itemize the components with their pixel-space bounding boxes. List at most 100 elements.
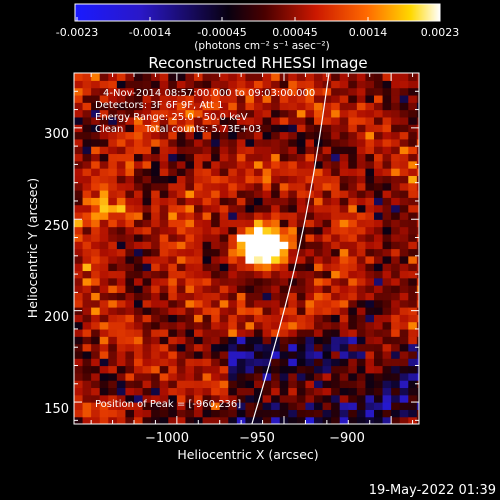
y-tick-label: 300	[44, 127, 69, 142]
heatmap-cell	[108, 160, 118, 169]
heatmap-cell	[416, 336, 419, 345]
heatmap-cell	[108, 197, 118, 206]
heatmap-cell	[219, 372, 229, 381]
heatmap-cell	[159, 292, 169, 301]
heatmap-cell	[236, 263, 247, 272]
heatmap-cell	[348, 409, 358, 418]
heatmap-cell	[322, 211, 332, 220]
heatmap-cell	[408, 350, 418, 359]
heatmap-cell	[108, 131, 118, 140]
heatmap-cell	[245, 277, 255, 286]
heatmap-cell	[219, 102, 229, 111]
heatmap-cell	[288, 102, 298, 111]
heatmap-cell	[74, 131, 84, 140]
heatmap-cell	[228, 94, 238, 103]
heatmap-cell	[382, 365, 392, 374]
heatmap-cell	[74, 233, 84, 242]
heatmap-cell	[271, 255, 281, 264]
heatmap-cell	[219, 394, 229, 403]
heatmap-cell	[151, 248, 161, 257]
heatmap-cell	[116, 116, 127, 125]
heatmap-cell	[151, 233, 161, 242]
heatmap-cell	[168, 160, 178, 169]
heatmap-cell	[382, 270, 392, 279]
heatmap-cell	[262, 87, 272, 96]
heatmap-cell	[194, 285, 204, 293]
heatmap-cell	[134, 299, 144, 308]
y-tick-label: 150	[44, 402, 69, 417]
heatmap-cell	[99, 372, 109, 381]
heatmap-cell	[391, 314, 401, 323]
heatmap-cell	[116, 380, 127, 389]
heatmap-cell	[348, 321, 358, 330]
heatmap-cell	[356, 255, 367, 264]
heatmap-cell	[339, 211, 349, 220]
heatmap-cell	[74, 263, 84, 272]
heatmap-cell	[348, 80, 358, 89]
heatmap-cell	[271, 146, 281, 155]
heatmap-cell	[245, 402, 255, 410]
heatmap-cell	[125, 211, 135, 220]
heatmap-cell	[374, 336, 384, 345]
heatmap-cell	[382, 87, 392, 96]
heatmap-cell	[245, 175, 255, 184]
heatmap-cell	[151, 102, 161, 111]
heatmap-cell	[219, 365, 229, 374]
heatmap-cell	[202, 263, 212, 272]
heatmap-cell	[288, 124, 298, 133]
heatmap-cell	[116, 73, 127, 81]
heatmap-cell	[262, 343, 272, 352]
heatmap-cell	[356, 241, 367, 250]
heatmap-cell	[262, 226, 272, 235]
heatmap-cell	[288, 350, 298, 359]
heatmap-cell	[374, 387, 384, 396]
heatmap-cell	[82, 387, 92, 396]
heatmap-cell	[254, 336, 264, 345]
heatmap-cell	[211, 94, 221, 103]
heatmap-cell	[254, 109, 264, 118]
heatmap-cell	[365, 402, 375, 410]
heatmap-cell	[296, 175, 307, 184]
heatmap-cell	[288, 138, 298, 147]
heatmap-cell	[116, 343, 127, 352]
heatmap-cell	[331, 102, 341, 111]
heatmap-cell	[211, 394, 221, 403]
heatmap-cell	[288, 116, 298, 125]
heatmap-cell	[219, 416, 229, 424]
heatmap-cell	[408, 365, 418, 374]
heatmap-cell	[382, 380, 392, 389]
heatmap-cell	[228, 387, 238, 396]
heatmap-cell	[151, 358, 161, 367]
heatmap-cell	[82, 292, 92, 301]
heatmap-cell	[142, 343, 152, 352]
heatmap-cell	[91, 372, 101, 381]
heatmap-cell	[91, 314, 101, 323]
heatmap-cell	[288, 409, 298, 418]
heatmap-cell	[185, 263, 195, 272]
heatmap-cell	[399, 277, 409, 286]
heatmap-cell	[314, 80, 324, 89]
heatmap-cell	[108, 116, 118, 125]
heatmap-cell	[82, 321, 92, 330]
heatmap-cell	[194, 321, 204, 330]
heatmap-cell	[159, 175, 169, 184]
heatmap-cell	[134, 153, 144, 162]
heatmap-cell	[356, 182, 367, 191]
heatmap-cell	[374, 416, 384, 424]
heatmap-cell	[408, 190, 418, 198]
heatmap-cell	[314, 219, 324, 228]
heatmap-cell	[279, 102, 289, 111]
heatmap-cell	[202, 160, 212, 169]
heatmap-cell	[185, 94, 195, 103]
heatmap-cell	[279, 175, 289, 184]
heatmap-cell	[74, 292, 84, 301]
heatmap-cell	[168, 131, 178, 140]
heatmap-cell	[296, 204, 307, 213]
heatmap-cell	[194, 241, 204, 250]
heatmap-cell	[116, 175, 127, 184]
heatmap-cell	[185, 102, 195, 111]
heatmap-cell	[168, 124, 178, 133]
heatmap-cell	[159, 263, 169, 272]
heatmap-cell	[339, 124, 349, 133]
